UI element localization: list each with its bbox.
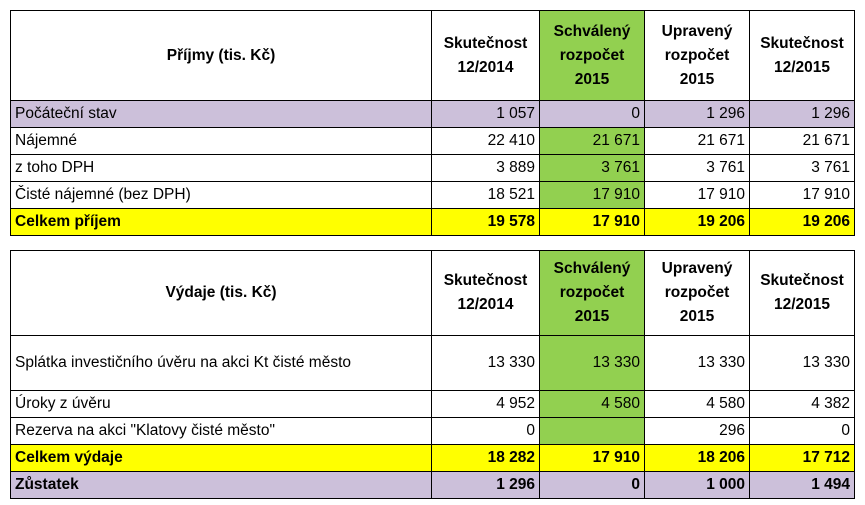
cell-adjusted-2015: 19 206: [644, 208, 750, 236]
row-label: Čisté nájemné (bez DPH): [10, 181, 432, 209]
income-row-net-rent: Čisté nájemné (bez DPH) 18 521 17 910 17…: [10, 181, 855, 209]
cell-adjusted-2015: 18 206: [644, 444, 750, 472]
expense-row-reserve: Rezerva na akci "Klatovy čisté město" 0 …: [10, 417, 855, 445]
cell-approved-2015: 17 910: [539, 181, 645, 209]
expense-header-adjusted-2015: Upravený rozpočet 2015: [644, 250, 750, 336]
row-label: z toho DPH: [10, 154, 432, 182]
cell-adjusted-2015: 296: [644, 417, 750, 445]
income-row-vat: z toho DPH 3 889 3 761 3 761 3 761: [10, 154, 855, 182]
cell-adjusted-2015: 21 671: [644, 127, 750, 155]
income-header-actual-2015: Skutečnost 12/2015: [749, 10, 855, 101]
row-label: Nájemné: [10, 127, 432, 155]
row-label: Počáteční stav: [10, 100, 432, 128]
expense-header-row: Výdaje (tis. Kč) Skutečnost 12/2014 Schvá…: [10, 250, 855, 336]
cell-adjusted-2015: 3 761: [644, 154, 750, 182]
cell-adjusted-2015: 1 000: [644, 471, 750, 499]
cell-approved-2015: 0: [539, 100, 645, 128]
row-label: Rezerva na akci "Klatovy čisté město": [10, 417, 432, 445]
cell-actual-2014: 13 330: [431, 335, 540, 391]
cell-actual-2014: 18 521: [431, 181, 540, 209]
cell-actual-2015: 0: [749, 417, 855, 445]
expense-header-actual-2015: Skutečnost 12/2015: [749, 250, 855, 336]
cell-actual-2015: 1 494: [749, 471, 855, 499]
cell-adjusted-2015: 17 910: [644, 181, 750, 209]
cell-actual-2015: 3 761: [749, 154, 855, 182]
expense-row-interest: Úroky z úvěru 4 952 4 580 4 580 4 382: [10, 390, 855, 418]
cell-actual-2014: 22 410: [431, 127, 540, 155]
expense-row-total: Celkem výdaje 18 282 17 910 18 206 17 71…: [10, 444, 855, 472]
cell-actual-2014: 3 889: [431, 154, 540, 182]
income-row-opening-balance: Počáteční stav 1 057 0 1 296 1 296: [10, 100, 855, 128]
income-table: Příjmy (tis. Kč) Skutečnost 12/2014 Schvá…: [10, 10, 855, 236]
cell-actual-2015: 17 910: [749, 181, 855, 209]
cell-actual-2015: 17 712: [749, 444, 855, 472]
cell-approved-2015: 21 671: [539, 127, 645, 155]
cell-approved-2015: 3 761: [539, 154, 645, 182]
expense-header-actual-2014: Skutečnost 12/2014: [431, 250, 540, 336]
row-label: Úroky z úvěru: [10, 390, 432, 418]
row-label: Splátka investičního úvěru na akci Kt či…: [10, 335, 432, 391]
cell-actual-2015: 21 671: [749, 127, 855, 155]
cell-approved-2015: 4 580: [539, 390, 645, 418]
row-label: Zůstatek: [10, 471, 432, 499]
row-label: Celkem příjem: [10, 208, 432, 236]
income-row-rent: Nájemné 22 410 21 671 21 671 21 671: [10, 127, 855, 155]
cell-actual-2014: 1 296: [431, 471, 540, 499]
income-header-adjusted-2015: Upravený rozpočet 2015: [644, 10, 750, 101]
income-row-total: Celkem příjem 19 578 17 910 19 206 19 20…: [10, 208, 855, 236]
row-label: Celkem výdaje: [10, 444, 432, 472]
cell-approved-2015: 0: [539, 471, 645, 499]
cell-adjusted-2015: 1 296: [644, 100, 750, 128]
cell-actual-2014: 1 057: [431, 100, 540, 128]
cell-approved-2015: 17 910: [539, 444, 645, 472]
expense-row-balance: Zůstatek 1 296 0 1 000 1 494: [10, 471, 855, 499]
cell-actual-2014: 0: [431, 417, 540, 445]
cell-actual-2014: 19 578: [431, 208, 540, 236]
income-header-approved-2015: Schválený rozpočet 2015: [539, 10, 645, 101]
cell-actual-2014: 4 952: [431, 390, 540, 418]
expense-header-label: Výdaje (tis. Kč): [10, 250, 432, 336]
income-header-actual-2014: Skutečnost 12/2014: [431, 10, 540, 101]
expense-table: Výdaje (tis. Kč) Skutečnost 12/2014 Schvá…: [10, 250, 855, 499]
cell-adjusted-2015: 13 330: [644, 335, 750, 391]
cell-actual-2015: 19 206: [749, 208, 855, 236]
income-header-row: Příjmy (tis. Kč) Skutečnost 12/2014 Schvá…: [10, 10, 855, 101]
cell-approved-2015: 17 910: [539, 208, 645, 236]
expense-row-loan-repayment: Splátka investičního úvěru na akci Kt či…: [10, 335, 855, 391]
cell-actual-2015: 1 296: [749, 100, 855, 128]
cell-approved-2015: 13 330: [539, 335, 645, 391]
income-header-label: Příjmy (tis. Kč): [10, 10, 432, 101]
expense-header-approved-2015: Schválený rozpočet 2015: [539, 250, 645, 336]
cell-actual-2014: 18 282: [431, 444, 540, 472]
cell-actual-2015: 4 382: [749, 390, 855, 418]
cell-approved-2015: [539, 417, 645, 445]
cell-adjusted-2015: 4 580: [644, 390, 750, 418]
cell-actual-2015: 13 330: [749, 335, 855, 391]
